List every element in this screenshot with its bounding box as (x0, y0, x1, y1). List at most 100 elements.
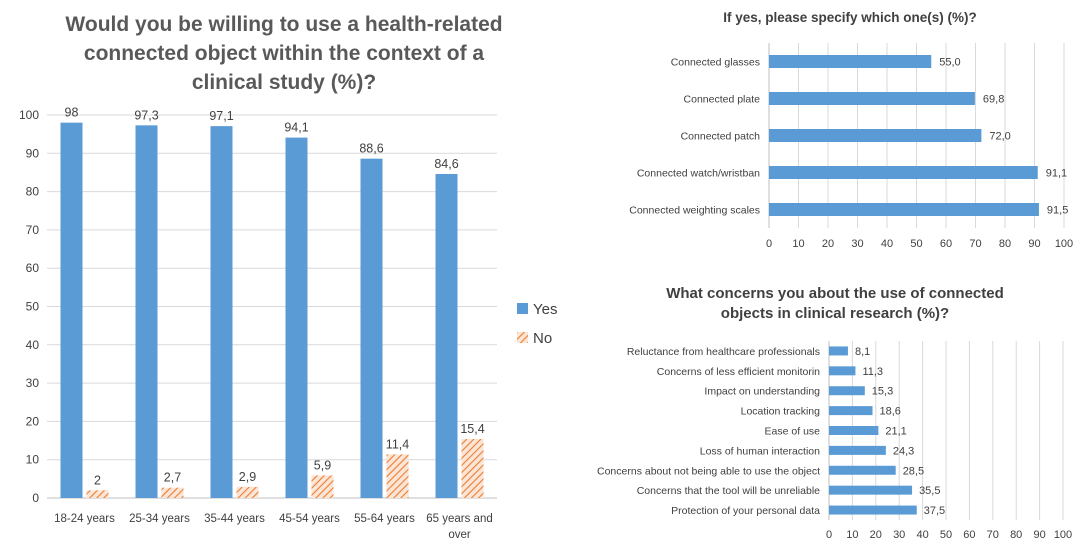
chart3-data-label: 37,5 (924, 505, 945, 517)
chart1-category-label: 45-54 years (279, 513, 340, 525)
chart3-bar (829, 406, 873, 416)
chart3-x-tick: 30 (893, 529, 905, 541)
chart3-x-tick: 90 (1033, 529, 1045, 541)
chart1-bar-yes (435, 173, 458, 498)
chart3-bar (829, 465, 896, 475)
chart2-x-tick: 40 (881, 238, 893, 250)
chart2-title: If yes, please specify which one(s) (%)? (723, 10, 977, 25)
chart3-x-tick: 10 (846, 529, 858, 541)
chart3-bar (829, 445, 886, 455)
chart1-y-tick: 10 (26, 453, 40, 467)
chart2-data-label: 72,0 (989, 131, 1010, 143)
chart3-category-label: Reluctance from healthcare professionals (627, 346, 820, 358)
device-type-chart: If yes, please specify which one(s) (%)?… (629, 10, 1073, 250)
chart1-data-label: 94,1 (284, 121, 308, 135)
chart1-data-label: 88,6 (359, 142, 383, 156)
chart2-category-label: Connected patch (681, 131, 761, 143)
chart1-y-tick: 30 (26, 376, 40, 390)
chart1-category-label: 55-64 years (354, 513, 415, 525)
chart1-data-label: 15,4 (460, 422, 484, 436)
chart1-bar-yes (210, 126, 233, 499)
chart1-bar-no (236, 486, 259, 498)
chart1-bar-yes (60, 122, 83, 498)
chart3-bar (829, 505, 917, 515)
chart1-data-label: 98 (65, 106, 79, 120)
chart2-category-label: Connected weighting scales (629, 205, 760, 217)
chart1-bar-no (386, 454, 409, 498)
chart1-category-label: over (448, 529, 471, 541)
chart3-x-tick: 0 (826, 529, 832, 541)
chart1-data-label: 11,4 (386, 437, 409, 451)
chart3-category-label: Impact on understanding (704, 386, 820, 398)
chart3-bar (829, 426, 879, 435)
chart3-category-label: Ease of use (765, 426, 821, 438)
chart3-x-tick: 60 (963, 529, 975, 541)
chart1-bar-no (86, 490, 109, 498)
chart2-bar (769, 166, 1038, 179)
chart2-x-tick: 70 (969, 238, 981, 250)
chart3-x-tick: 50 (940, 529, 952, 541)
chart2-data-label: 55,0 (939, 57, 960, 69)
chart1-category-label: 18-24 years (54, 513, 115, 525)
chart3-title-line-2: objects in clinical research (%)? (721, 305, 949, 322)
chart1-category-label: 35-44 years (204, 513, 265, 525)
chart2-x-tick: 90 (1028, 238, 1040, 250)
chart2-bar (769, 129, 982, 142)
chart1-y-tick: 70 (26, 223, 40, 237)
chart1-data-label: 84,6 (434, 157, 458, 171)
legend-swatch-no (517, 332, 528, 343)
chart2-x-tick: 30 (851, 238, 863, 250)
chart2-x-tick: 20 (822, 238, 834, 250)
chart1-y-tick: 80 (26, 185, 40, 199)
chart2-data-label: 69,8 (983, 94, 1004, 106)
chart3-category-label: Loss of human interaction (700, 445, 820, 457)
chart1-title-line-1: Would you be willing to use a health-rel… (65, 13, 502, 36)
chart1-bar-yes (285, 137, 308, 499)
chart1-bar-no (161, 487, 184, 498)
chart1-bar-yes (360, 158, 383, 499)
chart1-y-tick: 100 (19, 108, 39, 122)
chart2-category-label: Connected glasses (671, 57, 760, 69)
chart1-y-tick: 20 (26, 414, 40, 428)
chart3-category-label: Concerns about not being able to use the… (597, 465, 820, 477)
chart2-x-tick: 10 (792, 238, 804, 250)
chart3-bar (829, 386, 865, 396)
legend-label-yes: Yes (533, 301, 557, 318)
chart1-y-tick: 90 (26, 146, 40, 160)
chart2-data-label: 91,5 (1047, 205, 1068, 217)
chart2-x-tick: 100 (1055, 238, 1073, 250)
chart3-data-label: 28,5 (903, 465, 924, 477)
chart3-data-label: 21,1 (885, 426, 906, 438)
chart1-title-line-2: connected object within the context of a (84, 42, 485, 65)
chart1-data-label: 2 (94, 473, 101, 487)
chart3-title-line-1: What concerns you about the use of conne… (666, 285, 1004, 302)
chart2-bar (769, 55, 932, 68)
chart3-data-label: 15,3 (872, 386, 893, 398)
legend-label-no: No (533, 330, 552, 347)
chart1-data-label: 97,1 (209, 109, 233, 123)
chart1-bar-no (461, 439, 484, 498)
chart3-category-label: Protection of your personal data (671, 505, 820, 517)
chart1-title-line-3: clinical study (%)? (192, 71, 376, 94)
chart3-data-label: 8,1 (855, 346, 870, 358)
concerns-chart: What concerns you about the use of conne… (597, 285, 1072, 541)
chart2-x-tick: 80 (999, 238, 1011, 250)
chart2-category-label: Connected plate (684, 94, 761, 106)
chart1-data-label: 5,9 (314, 458, 331, 472)
chart1-y-tick: 60 (26, 261, 40, 275)
chart1-legend: Yes No (517, 301, 557, 347)
chart3-data-label: 11,3 (862, 366, 883, 378)
chart1-data-label: 2,7 (164, 471, 181, 485)
chart2-x-tick: 60 (940, 238, 952, 250)
chart3-bar (829, 346, 848, 356)
chart2-x-tick: 0 (766, 238, 772, 250)
chart3-bar (829, 485, 913, 495)
chart1-bar-yes (135, 125, 158, 498)
chart3-x-tick: 100 (1054, 529, 1072, 541)
chart3-data-label: 24,3 (893, 445, 914, 457)
chart2-x-tick: 50 (910, 238, 922, 250)
chart1-data-label: 2,9 (239, 470, 256, 484)
chart1-y-tick: 50 (26, 300, 40, 314)
chart1-data-label: 97,3 (134, 108, 158, 122)
